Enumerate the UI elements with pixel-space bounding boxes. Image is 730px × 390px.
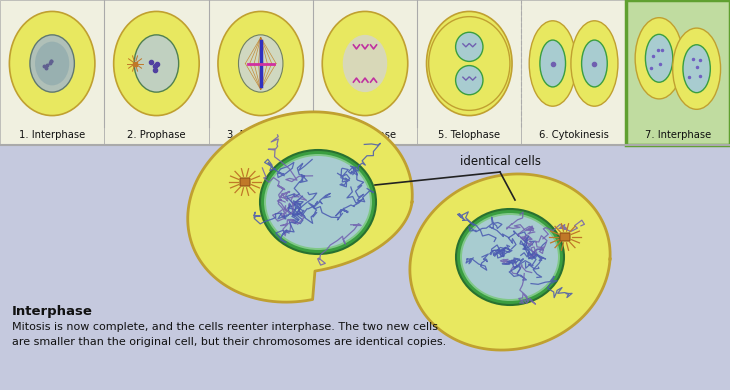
Ellipse shape: [540, 40, 566, 87]
Ellipse shape: [260, 150, 376, 254]
Ellipse shape: [264, 154, 372, 250]
Ellipse shape: [239, 35, 283, 92]
Polygon shape: [188, 112, 412, 302]
FancyBboxPatch shape: [240, 178, 250, 186]
Text: 4. Anaphase: 4. Anaphase: [334, 130, 396, 140]
Ellipse shape: [460, 213, 560, 301]
Ellipse shape: [683, 45, 710, 93]
Bar: [626, 0, 730, 145]
Polygon shape: [410, 174, 610, 350]
Ellipse shape: [582, 40, 607, 87]
Ellipse shape: [456, 209, 564, 305]
Ellipse shape: [343, 35, 387, 92]
Ellipse shape: [571, 21, 618, 106]
Ellipse shape: [645, 34, 673, 82]
Text: 2. Prophase: 2. Prophase: [127, 130, 185, 140]
Text: 3. Metaphase: 3. Metaphase: [227, 130, 294, 140]
FancyBboxPatch shape: [560, 233, 570, 241]
Ellipse shape: [456, 66, 483, 95]
Ellipse shape: [456, 32, 483, 61]
Ellipse shape: [462, 215, 558, 299]
Ellipse shape: [30, 35, 74, 92]
Ellipse shape: [635, 18, 683, 99]
Ellipse shape: [322, 11, 408, 115]
Text: identical cells: identical cells: [459, 155, 540, 168]
Ellipse shape: [134, 35, 179, 92]
Text: 7. Interphase: 7. Interphase: [645, 130, 711, 140]
Text: 6. Cytokinesis: 6. Cytokinesis: [539, 130, 609, 140]
Ellipse shape: [9, 11, 95, 115]
Text: Interphase: Interphase: [12, 305, 93, 318]
Ellipse shape: [529, 21, 576, 106]
Ellipse shape: [114, 11, 199, 115]
Bar: [521, 0, 626, 145]
Text: 1. Interphase: 1. Interphase: [19, 130, 85, 140]
Bar: [313, 0, 417, 145]
Bar: [209, 0, 313, 145]
Text: 5. Telophase: 5. Telophase: [438, 130, 500, 140]
Ellipse shape: [429, 17, 510, 110]
Ellipse shape: [266, 156, 370, 248]
Ellipse shape: [426, 11, 512, 115]
Ellipse shape: [672, 28, 721, 109]
Ellipse shape: [35, 42, 69, 85]
Text: Mitosis is now complete, and the cells reenter interphase. The two new cells
are: Mitosis is now complete, and the cells r…: [12, 322, 446, 347]
Bar: [0, 0, 730, 145]
Bar: [104, 0, 209, 145]
Bar: [417, 0, 521, 145]
Bar: [0, 0, 104, 145]
Ellipse shape: [218, 11, 304, 115]
